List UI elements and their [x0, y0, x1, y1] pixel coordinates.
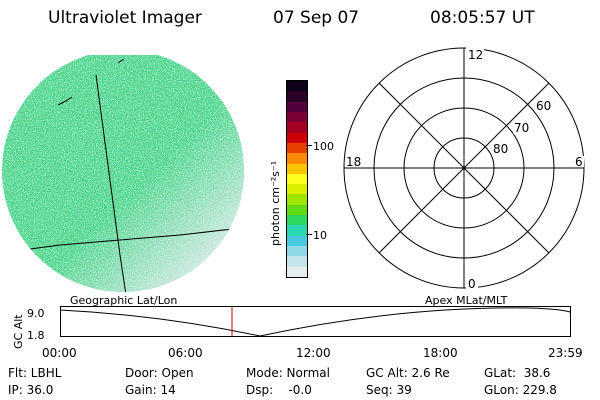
timeline-ytick-low: 1.8 — [27, 329, 45, 342]
colorbar-band — [287, 173, 307, 185]
colorbar-band — [287, 215, 307, 226]
colorbar-band — [287, 163, 307, 174]
info-filter: Flt: LBHL — [8, 366, 62, 380]
colorbar-band — [287, 101, 307, 112]
colorbar-band — [287, 142, 307, 154]
colorbar-band — [287, 111, 307, 123]
date-readout: 07 Sep 07 — [273, 8, 360, 28]
color-scale-bar — [286, 80, 308, 278]
info-glon: GLon: 229.8 — [484, 383, 557, 397]
colorbar-band — [287, 91, 307, 102]
colorbar-band — [287, 256, 307, 267]
info-dsp: Dsp: -0.0 — [246, 383, 312, 397]
altitude-curve — [60, 307, 571, 337]
timeline-xtick-3: 18:00 — [423, 346, 458, 360]
polar-label-12: 12 — [468, 48, 483, 62]
colorbar-band — [287, 132, 307, 143]
colorbar-band — [287, 153, 307, 164]
timeline-right-caption: Apex MLat/MLT — [425, 294, 508, 307]
uv-image-disk — [2, 55, 244, 292]
timeline-xtick-4: 23:59 — [548, 346, 583, 360]
timeline-xtick-0: 00:00 — [42, 346, 77, 360]
colorbar-unit-label: photon cm⁻²s⁻¹ — [269, 160, 282, 246]
timeline-ylabel: GC Alt — [12, 314, 25, 349]
timeline-left-caption: Geographic Lat/Lon — [70, 294, 178, 307]
polar-lat-70: 70 — [514, 121, 529, 135]
timeline-ytick-high: 9.0 — [27, 307, 45, 320]
longitude-line — [95, 74, 127, 292]
colorbar-band — [287, 81, 307, 92]
polar-label-18: 18 — [346, 155, 361, 169]
colorbar-band — [287, 266, 307, 277]
colorbar-band — [287, 225, 307, 236]
timeline-xtick-1: 06:00 — [168, 346, 203, 360]
info-gain: Gain: 14 — [125, 383, 176, 397]
info-mode: Mode: Normal — [246, 366, 330, 380]
colorbar-band — [287, 246, 307, 257]
polar-label-0: 0 — [468, 277, 476, 291]
colorbar-tick-100: 100 — [313, 140, 334, 153]
polar-lat-60: 60 — [536, 99, 551, 113]
info-glat: GLat: 38.6 — [484, 366, 551, 380]
gc-altitude-timeline — [60, 306, 571, 337]
time-readout: 08:05:57 UT — [430, 8, 535, 28]
colorbar-band — [287, 122, 307, 133]
colorbar-band — [287, 204, 307, 216]
polar-mlat-mlt-grid: 12 0 18 6 60 70 80 — [343, 47, 585, 291]
latitude-line — [2, 226, 244, 254]
app-title: Ultraviolet Imager — [48, 8, 202, 28]
polar-label-6: 6 — [575, 155, 583, 169]
colorbar-band — [287, 184, 307, 195]
timeline-xtick-2: 12:00 — [296, 346, 331, 360]
colorbar-band — [287, 194, 307, 205]
colorbar-band — [287, 235, 307, 246]
info-seq: Seq: 39 — [366, 383, 412, 397]
polar-lat-80: 80 — [493, 142, 508, 156]
info-ip: IP: 36.0 — [8, 383, 54, 397]
info-gc-alt: GC Alt: 2.6 Re — [366, 366, 450, 380]
colorbar-tick-10: 10 — [313, 229, 327, 242]
info-door: Door: Open — [125, 366, 194, 380]
